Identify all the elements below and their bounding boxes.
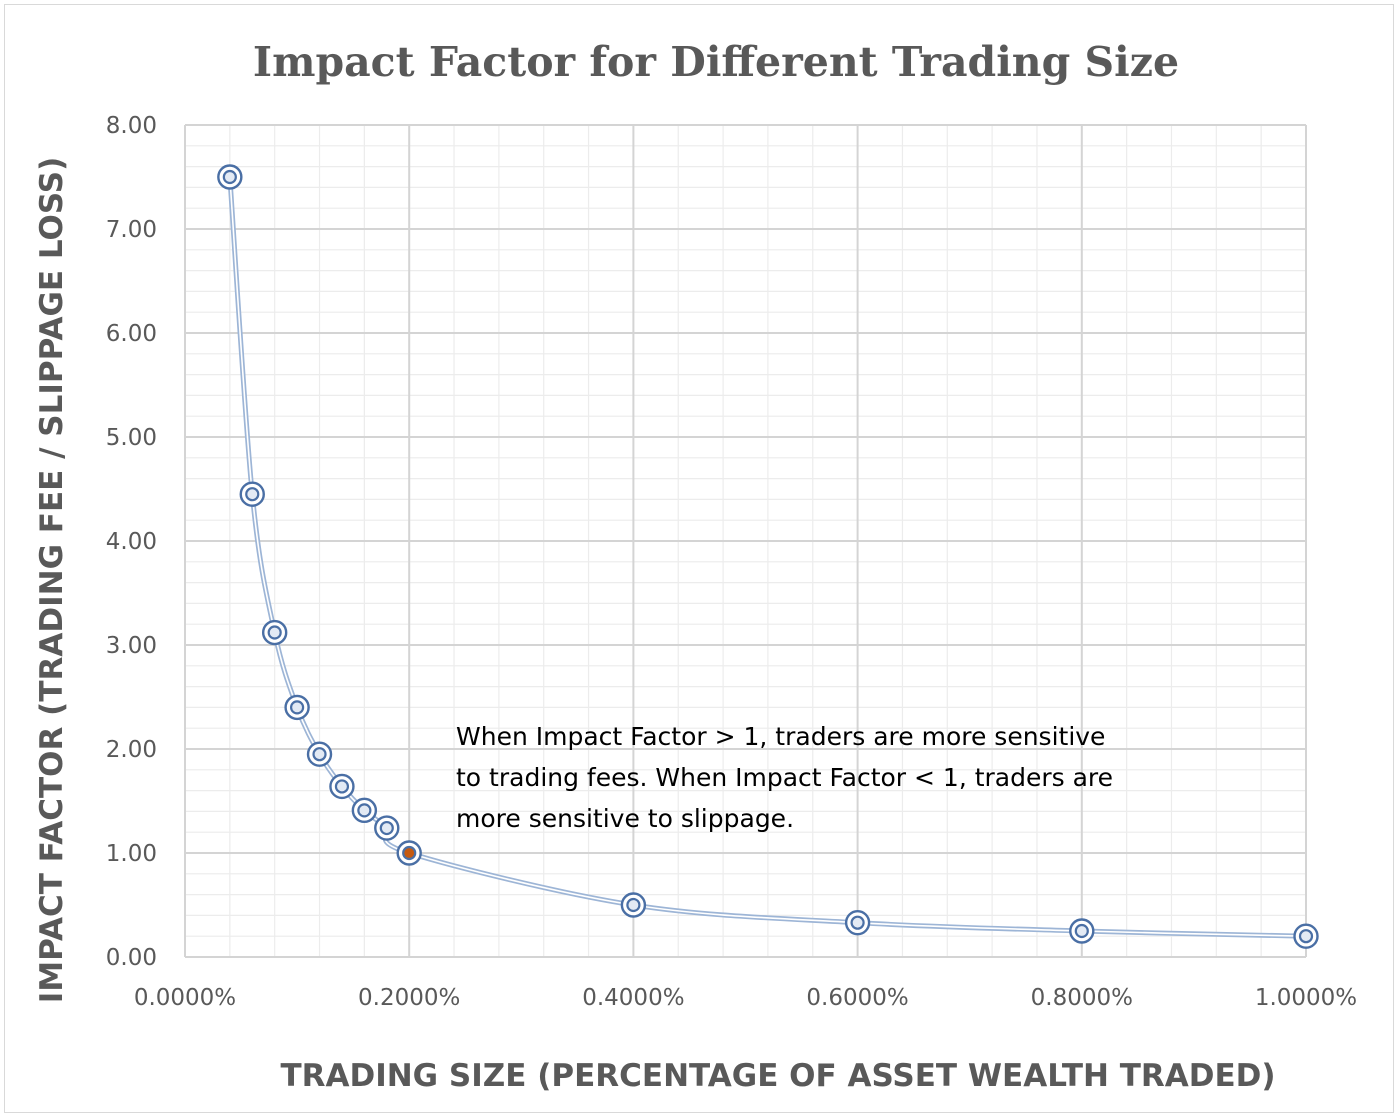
data-point bbox=[239, 481, 265, 507]
data-point bbox=[1293, 923, 1319, 949]
data-point bbox=[620, 892, 647, 918]
series-impact-factor bbox=[217, 164, 1319, 949]
y-tick-label: 3.00 bbox=[106, 633, 157, 659]
marker-inner-dot bbox=[1298, 929, 1314, 944]
marker-inner-dot bbox=[312, 747, 327, 762]
marker-inner-dot bbox=[850, 915, 865, 930]
marker-inner-dot bbox=[267, 625, 282, 640]
data-point bbox=[261, 619, 288, 646]
chart-frame bbox=[4, 4, 1394, 1113]
data-point-highlight bbox=[396, 840, 422, 866]
y-tick-label: 1.00 bbox=[106, 841, 157, 867]
marker-inner-dot bbox=[222, 169, 237, 185]
y-tick-labels: 0.00 1.00 2.00 3.00 4.00 5.00 6.00 7.00 8.00 bbox=[106, 113, 157, 971]
data-point bbox=[351, 797, 378, 824]
marker-inner-dot bbox=[290, 700, 305, 715]
annotation-line-3: more sensitive to slippage. bbox=[456, 804, 794, 833]
marker-inner-dot bbox=[357, 803, 372, 818]
x-tick-label: 1.0000% bbox=[1255, 985, 1357, 1011]
x-tick-label: 0.6000% bbox=[806, 985, 908, 1011]
x-tick-labels: 0.0000% 0.2000% 0.4000% 0.6000% 0.8000% 1.000… bbox=[134, 985, 1357, 1011]
x-tick-label: 0.0000% bbox=[134, 985, 236, 1011]
y-tick-label: 8.00 bbox=[106, 113, 157, 139]
x-tick-label: 0.2000% bbox=[358, 985, 460, 1011]
data-point bbox=[329, 773, 355, 800]
x-axis-title: TRADING SIZE (PERCENTAGE OF ASSET WEALTH… bbox=[280, 1058, 1275, 1094]
marker-inner-dot bbox=[402, 845, 417, 861]
x-tick-label: 0.8000% bbox=[1031, 985, 1133, 1011]
x-tick-label: 0.4000% bbox=[582, 985, 684, 1011]
y-axis-title: IMPACT FACTOR (TRADING FEE / SLIPPAGE LO… bbox=[34, 157, 70, 1004]
y-tick-label: 2.00 bbox=[106, 737, 157, 763]
data-point bbox=[217, 164, 243, 190]
data-point bbox=[306, 741, 333, 767]
marker-inner-dot bbox=[245, 487, 260, 502]
chart-title: Impact Factor for Different Trading Size bbox=[253, 38, 1179, 86]
annotation-line-2: to trading fees. When Impact Factor < 1,… bbox=[456, 763, 1113, 792]
data-point bbox=[374, 815, 400, 841]
y-tick-label: 7.00 bbox=[106, 217, 157, 243]
annotation-text: When Impact Factor > 1, traders are more… bbox=[456, 722, 1113, 833]
y-tick-label: 6.00 bbox=[106, 321, 157, 347]
data-point bbox=[844, 909, 871, 936]
marker-inner-dot bbox=[1074, 923, 1089, 939]
annotation-line-1: When Impact Factor > 1, traders are more… bbox=[456, 722, 1105, 751]
marker-inner-dot bbox=[626, 897, 641, 913]
y-tick-label: 4.00 bbox=[106, 529, 157, 555]
marker-inner-dot bbox=[334, 779, 350, 794]
data-point bbox=[1069, 918, 1095, 944]
y-tick-label: 5.00 bbox=[106, 425, 157, 451]
y-tick-label: 0.00 bbox=[106, 945, 157, 971]
data-point bbox=[284, 694, 310, 721]
marker-inner-dot bbox=[379, 820, 394, 836]
major-gridlines bbox=[184, 124, 1307, 958]
